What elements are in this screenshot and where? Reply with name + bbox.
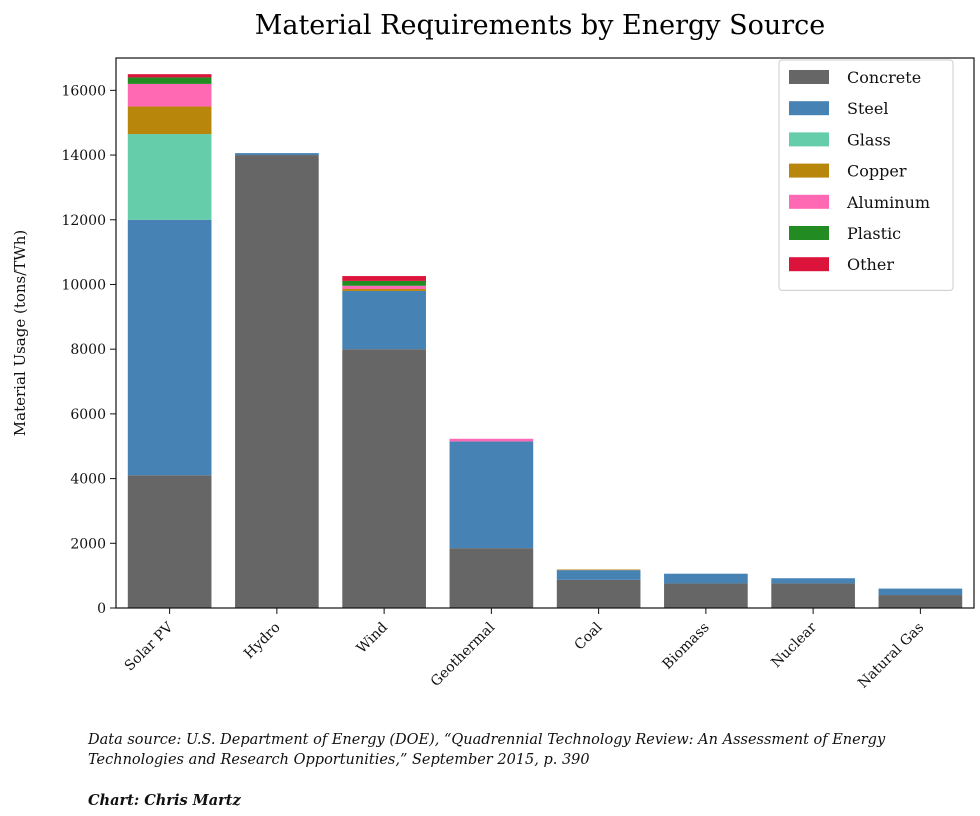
- x-tick-label-biomass: Biomass: [660, 620, 713, 673]
- y-tick-label: 16000: [61, 83, 106, 99]
- legend-swatch-concrete: [789, 70, 829, 84]
- chart-credit: Chart: Chris Martz: [88, 792, 241, 809]
- bar-geothermal-concrete: [449, 548, 534, 608]
- bar-geothermal-aluminum: [449, 438, 534, 442]
- y-tick-label: 10000: [61, 277, 106, 293]
- bar-solar-pv-concrete: [127, 475, 212, 608]
- bar-solar-pv-steel: [127, 219, 212, 476]
- y-tick-label: 2000: [70, 536, 106, 552]
- x-tick-label-natural-gas: Natural Gas: [855, 620, 927, 692]
- y-tick-label: 4000: [70, 472, 106, 488]
- bar-coal-copper: [556, 569, 641, 571]
- legend-swatch-aluminum: [789, 194, 829, 209]
- legend-swatch-plastic: [789, 226, 829, 240]
- bar-wind-copper: [342, 289, 426, 291]
- legend-label-other: Other: [847, 255, 894, 274]
- bar-natural-gas-steel: [878, 588, 963, 596]
- y-tick-label: 6000: [70, 407, 106, 423]
- x-tick-label-hydro: Hydro: [241, 620, 284, 663]
- bars-layer: [127, 74, 963, 608]
- x-tick-label-nuclear: Nuclear: [768, 619, 820, 671]
- x-tick-label-geothermal: Geothermal: [428, 619, 499, 690]
- bar-geothermal-steel: [449, 441, 534, 549]
- legend-swatch-other: [789, 257, 829, 272]
- x-tick-label-solar-pv: Solar PV: [122, 619, 177, 674]
- legend-swatch-glass: [789, 132, 829, 147]
- bar-wind-plastic: [342, 280, 426, 286]
- x-tick-label-wind: Wind: [354, 619, 391, 656]
- bar-wind-concrete: [342, 349, 426, 608]
- y-tick-label: 8000: [70, 342, 106, 358]
- bar-hydro-steel: [235, 153, 319, 156]
- legend-swatch-copper: [789, 163, 829, 178]
- bar-wind-aluminum: [342, 285, 426, 289]
- bar-solar-pv-other: [127, 74, 212, 78]
- legend-swatch-steel: [789, 101, 829, 116]
- y-tick-label: 12000: [61, 213, 106, 229]
- legend-label-concrete: Concrete: [847, 68, 921, 87]
- bar-solar-pv-plastic: [127, 77, 212, 84]
- bar-wind-steel: [342, 290, 426, 350]
- y-tick-label: 14000: [61, 148, 106, 164]
- data-source-note: Data source: U.S. Department of Energy (…: [88, 732, 886, 768]
- legend-label-plastic: Plastic: [847, 224, 901, 243]
- legend-label-copper: Copper: [847, 162, 907, 181]
- bar-coal-steel: [556, 570, 641, 580]
- bar-biomass-concrete: [664, 583, 748, 608]
- chart-title: Material Requirements by Energy Source: [255, 10, 826, 41]
- bar-hydro-concrete: [235, 155, 319, 608]
- legend-label-glass: Glass: [847, 130, 891, 149]
- legend: Concrete Steel Glass Copper Aluminum Plastic O…: [778, 59, 954, 291]
- legend-label-steel: Steel: [847, 99, 888, 118]
- bar-solar-pv-glass: [127, 134, 212, 220]
- legend-label-aluminum: Aluminum: [846, 193, 930, 212]
- bar-nuclear-concrete: [771, 583, 855, 608]
- bar-biomass-steel: [664, 573, 748, 584]
- bar-solar-pv-aluminum: [127, 83, 212, 107]
- bar-solar-pv-copper: [127, 106, 212, 135]
- y-tick-label: 0: [97, 601, 106, 617]
- bar-nuclear-steel: [771, 578, 855, 584]
- x-tick-label-coal: Coal: [572, 619, 606, 653]
- bar-natural-gas-concrete: [878, 595, 963, 608]
- bar-wind-other: [342, 276, 426, 281]
- y-axis-label: Material Usage (tons/TWh): [11, 230, 29, 436]
- plot-frame: [115, 57, 975, 609]
- bar-coal-concrete: [556, 579, 641, 608]
